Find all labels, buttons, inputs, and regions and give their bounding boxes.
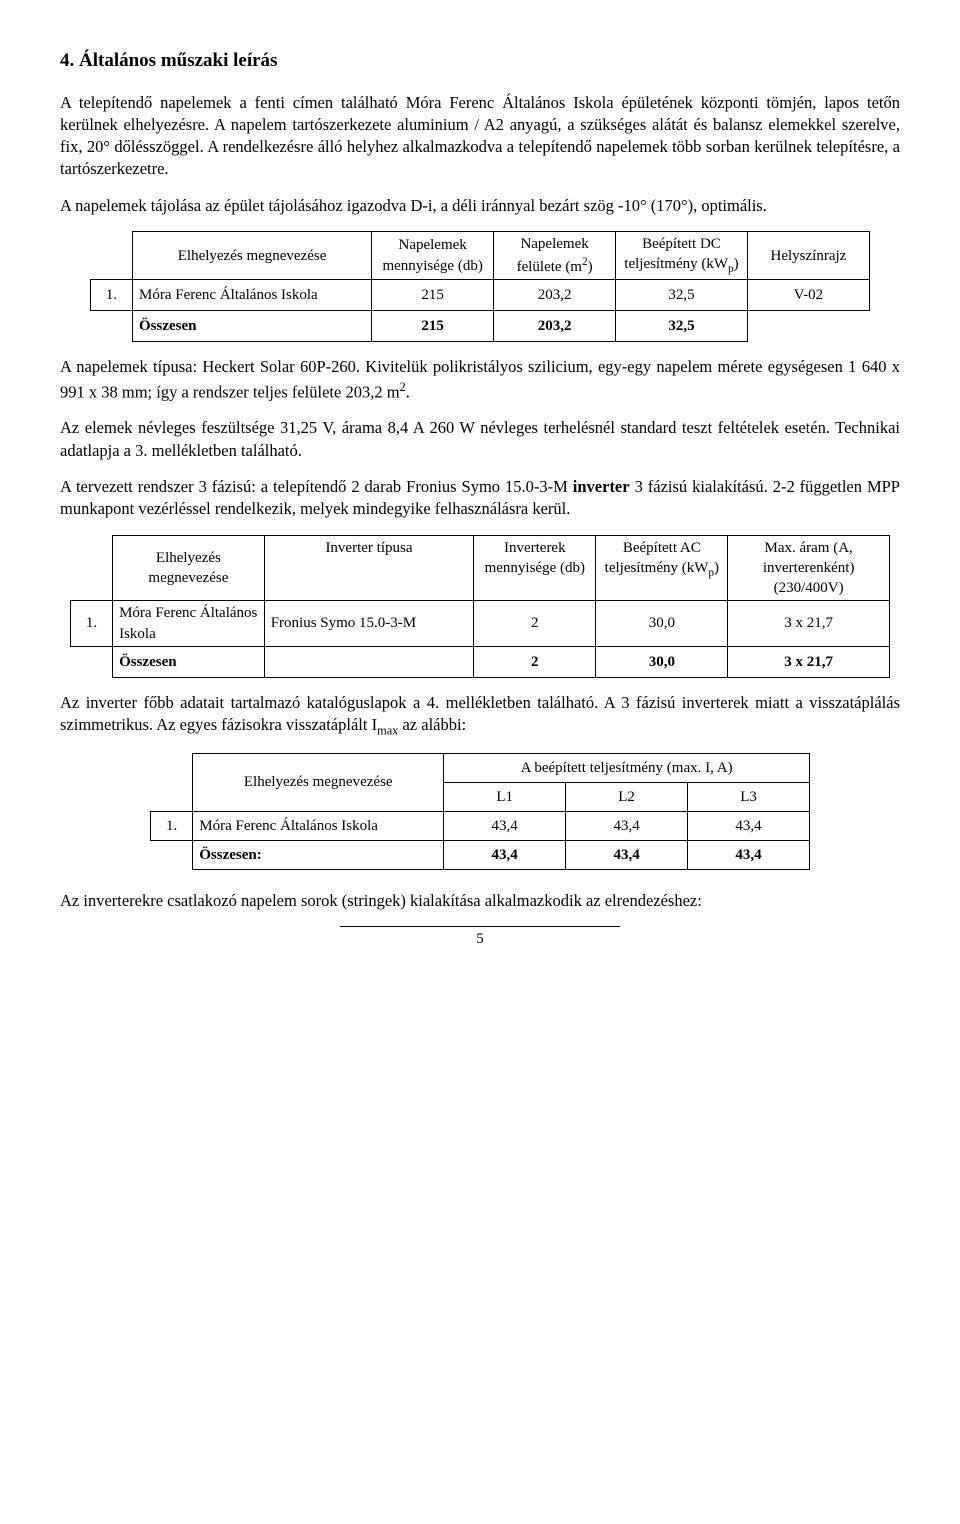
- table-row: 1. Móra Ferenc Általános Iskola 43,4 43,…: [151, 812, 810, 841]
- t2-h-max: Max. áram (A, inverterenként) (230/400V): [728, 535, 890, 601]
- table-row: 1. Móra Ferenc Általános Iskola 215 203,…: [91, 280, 870, 311]
- t1-h-dc: Beépített DC teljesítmény (kWp): [616, 231, 748, 279]
- t1-h-felulet: Napelemek felülete (m2): [494, 231, 616, 279]
- t3-h-elh: Elhelyezés megnevezése: [193, 754, 444, 812]
- table-row: 1. Móra Ferenc Általános Iskola Fronius …: [71, 601, 890, 647]
- t1-h-elh: Elhelyezés megnevezése: [133, 231, 372, 279]
- t2-h-menny: Inverterek mennyisége (db): [474, 535, 596, 601]
- table-phases: Elhelyezés megnevezése A beépített telje…: [150, 753, 810, 870]
- t2-h-ac: Beépített AC teljesítmény (kWp): [596, 535, 728, 601]
- paragraph-6: Az inverter főbb adatait tartalmazó kata…: [60, 692, 900, 739]
- t2-h-tipus: Inverter típusa: [264, 535, 474, 601]
- t3-h-l3: L3: [688, 783, 810, 812]
- page-number: 5: [60, 929, 900, 949]
- paragraph-4: Az elemek névleges feszültsége 31,25 V, …: [60, 417, 900, 462]
- paragraph-7: Az inverterekre csatlakozó napelem sorok…: [60, 890, 900, 912]
- t3-h-l2: L2: [566, 783, 688, 812]
- paragraph-3: A napelemek típusa: Heckert Solar 60P-26…: [60, 356, 900, 403]
- paragraph-5: A tervezett rendszer 3 fázisú: a telepít…: [60, 476, 900, 521]
- t1-h-rajz: Helyszínrajz: [747, 231, 869, 279]
- paragraph-1: A telepítendő napelemek a fenti címen ta…: [60, 92, 900, 181]
- t1-h-menny: Napelemek mennyisége (db): [372, 231, 494, 279]
- table-inverters: Elhelyezés megnevezése Inverter típusa I…: [70, 535, 890, 678]
- t3-h-l1: L1: [444, 783, 566, 812]
- table-row-sum: Összesen: 43,4 43,4 43,4: [151, 841, 810, 870]
- table-row-sum: Összesen 215 203,2 32,5: [91, 311, 870, 342]
- table-row-sum: Összesen 2 30,0 3 x 21,7: [71, 646, 890, 677]
- table-panels: Elhelyezés megnevezése Napelemek mennyis…: [90, 231, 870, 342]
- t2-h-elh: Elhelyezés megnevezése: [113, 535, 265, 601]
- paragraph-2: A napelemek tájolása az épület tájolásáh…: [60, 195, 900, 217]
- section-heading: 4. Általános műszaki leírás: [60, 48, 900, 74]
- footer-rule: [340, 926, 620, 927]
- t3-h-top: A beépített teljesítmény (max. I, A): [444, 754, 810, 783]
